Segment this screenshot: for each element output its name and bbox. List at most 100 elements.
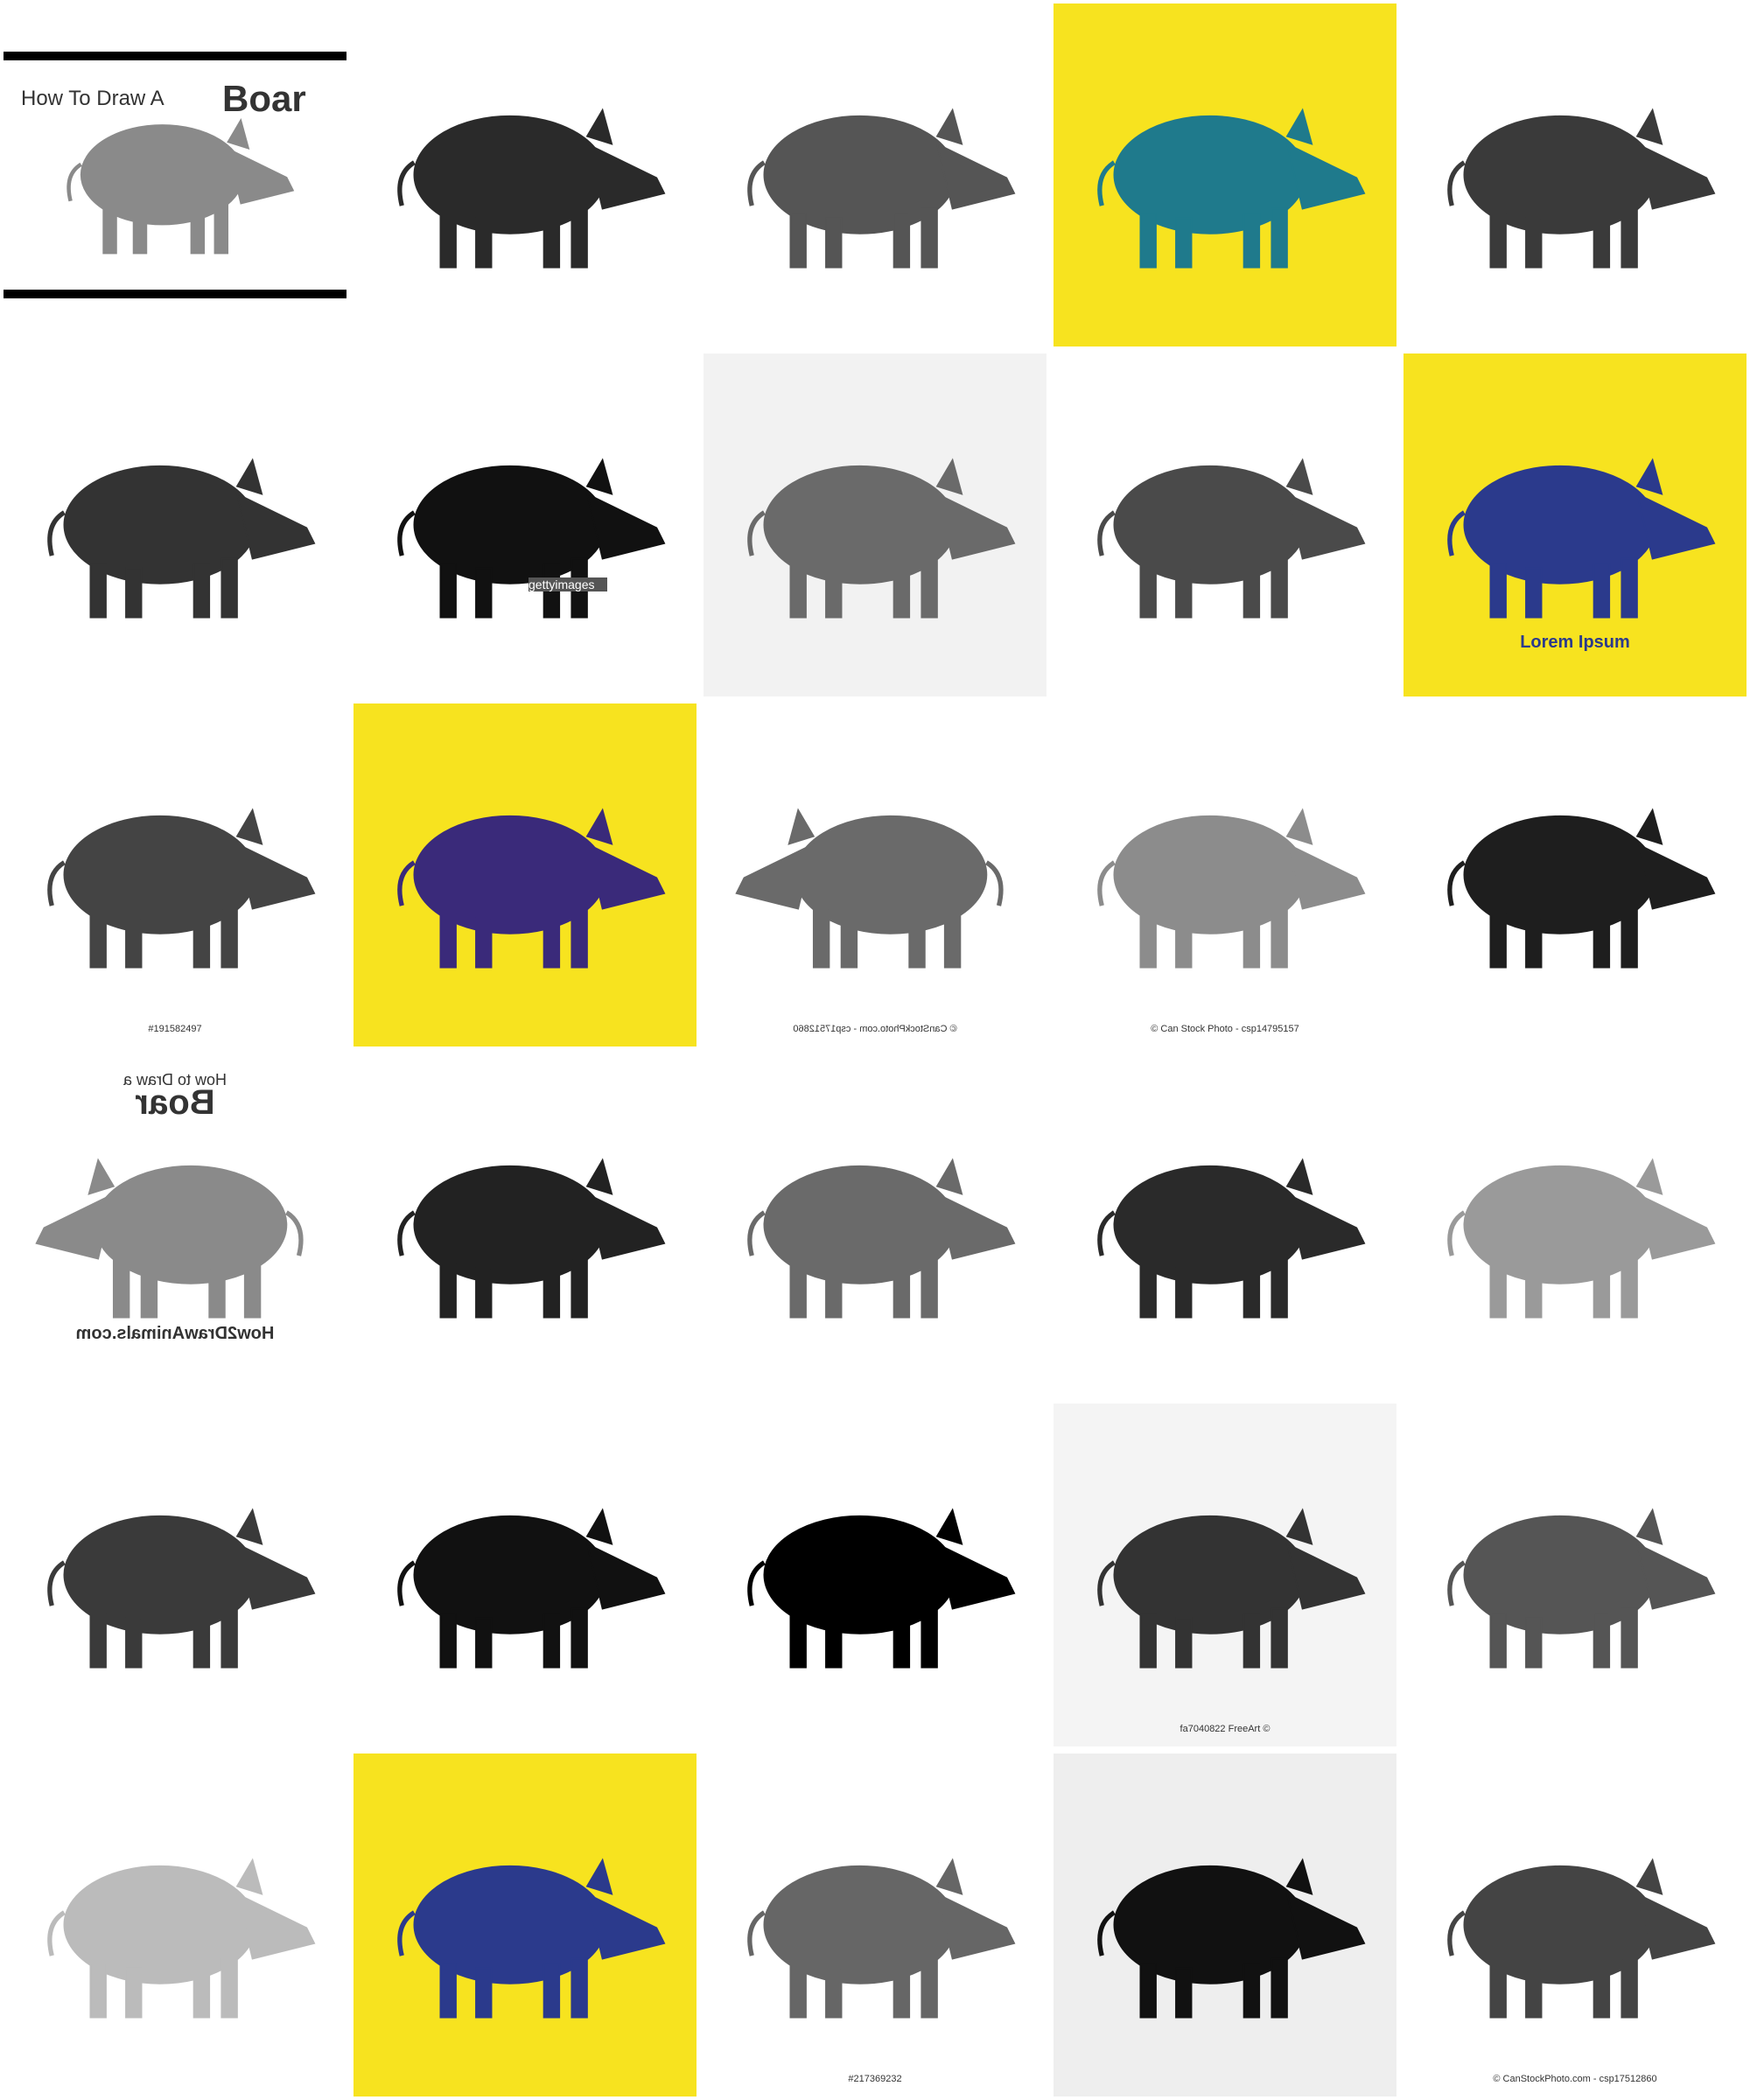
image-tile[interactable]: #191582497 [4, 704, 346, 1046]
boar-drawing [1421, 388, 1730, 662]
boar-drawing [1071, 1788, 1380, 2062]
image-tile[interactable] [4, 354, 346, 696]
image-tile[interactable] [4, 1754, 346, 2096]
boar-drawing [1421, 738, 1730, 1012]
image-tile[interactable] [354, 1054, 696, 1396]
caption: Boar [222, 78, 306, 119]
image-tile[interactable] [704, 1054, 1046, 1396]
boar-shape [399, 460, 663, 618]
boar-shape [399, 810, 663, 968]
boar-drawing [1071, 738, 1380, 1012]
boar-drawing [1071, 1438, 1380, 1712]
image-tile[interactable]: How to Draw a Boar How2DrawAnimals.com [4, 1054, 346, 1396]
boar-drawing [21, 1438, 330, 1712]
boar-shape [749, 1510, 1013, 1668]
image-tile[interactable]: fa7040822 FreeArt © [1054, 1404, 1396, 1746]
boar-shape [1099, 1160, 1363, 1318]
boar-drawing [1071, 1088, 1380, 1362]
boar-shape [399, 1510, 663, 1668]
boar-drawing [1421, 1438, 1730, 1712]
image-tile[interactable] [4, 1404, 346, 1746]
image-tile[interactable]: gettyimages [354, 354, 696, 696]
caption: How2DrawAnimals.com [75, 1324, 275, 1343]
caption: fa7040822 FreeArt © [1180, 1724, 1270, 1734]
boar-shape [1099, 110, 1363, 268]
image-tile[interactable]: Lorem Ipsum [1404, 354, 1746, 696]
boar-shape [68, 120, 293, 254]
image-tile[interactable] [354, 704, 696, 1046]
boar-drawing [371, 388, 680, 662]
boar-drawing [721, 1438, 1030, 1712]
boar-shape [49, 1510, 313, 1668]
caption: Lorem Ipsum [1520, 633, 1630, 652]
boar-shape [1099, 1510, 1363, 1668]
boar-drawing [1071, 388, 1380, 662]
boar-drawing [1421, 1088, 1730, 1362]
boar-shape [1449, 1510, 1713, 1668]
boar-shape [1099, 460, 1363, 618]
caption: Boar [135, 1083, 215, 1122]
boar-shape [399, 1160, 663, 1318]
boar-drawing [721, 38, 1030, 312]
boar-drawing [721, 1088, 1030, 1362]
image-tile[interactable] [1054, 4, 1396, 346]
boar-shape [1449, 1160, 1713, 1318]
boar-drawing [1071, 38, 1380, 312]
image-tile[interactable] [1054, 354, 1396, 696]
boar-drawing [21, 738, 330, 1012]
boar-drawing [1421, 38, 1730, 312]
image-tile[interactable] [1404, 4, 1746, 346]
boar-shape [1449, 110, 1713, 268]
boar-shape [49, 810, 313, 968]
caption: © Can Stock Photo - csp14795157 [1151, 1024, 1299, 1034]
boar-drawing [371, 738, 680, 1012]
image-tile[interactable] [704, 354, 1046, 696]
boar-shape [49, 460, 313, 618]
caption: How To Draw A [21, 87, 164, 110]
image-tile[interactable] [704, 4, 1046, 346]
image-tile[interactable] [1404, 704, 1746, 1046]
image-tile[interactable] [354, 1404, 696, 1746]
caption: © CanStockPhoto.com - csp17512860 [793, 1024, 957, 1034]
boar-drawing [721, 738, 1030, 1012]
image-tile[interactable] [1054, 1754, 1396, 2096]
boar-shape [749, 110, 1013, 268]
boar-drawing [721, 388, 1030, 662]
image-tile[interactable] [1054, 1054, 1396, 1396]
image-tile[interactable]: #217369232 [704, 1754, 1046, 2096]
boar-shape [1449, 1860, 1713, 2018]
boar-shape [399, 110, 663, 268]
image-tile[interactable] [1404, 1404, 1746, 1746]
boar-drawing [371, 1788, 680, 2062]
boar-drawing [721, 1788, 1030, 2062]
caption: © CanStockPhoto.com - csp17512860 [1493, 2074, 1657, 2084]
boar-shape [749, 1160, 1013, 1318]
caption: #191582497 [148, 1024, 202, 1034]
boar-shape [49, 1860, 313, 2018]
boar-shape [749, 460, 1013, 618]
boar-shape [1099, 1860, 1363, 2018]
image-tile[interactable] [704, 1404, 1046, 1746]
boar-shape [1099, 810, 1363, 968]
image-tile[interactable] [1404, 1054, 1746, 1396]
image-tile[interactable]: © CanStockPhoto.com - csp17512860 [1404, 1754, 1746, 2096]
image-tile[interactable]: How To Draw A Boar [4, 52, 346, 298]
boar-drawing [371, 38, 680, 312]
image-tile[interactable] [354, 4, 696, 346]
image-tile[interactable]: © CanStockPhoto.com - csp17512860 [704, 704, 1046, 1046]
boar-shape [1449, 460, 1713, 618]
boar-drawing [371, 1088, 680, 1362]
boar-shape [399, 1860, 663, 2018]
boar-drawing [21, 388, 330, 662]
caption: gettyimages [528, 578, 607, 592]
boar-shape [736, 810, 1000, 968]
image-tile[interactable]: © Can Stock Photo - csp14795157 [1054, 704, 1396, 1046]
image-tile[interactable] [354, 1754, 696, 2096]
boar-drawing [21, 1788, 330, 2062]
caption: #217369232 [848, 2074, 902, 2084]
boar-drawing [371, 1438, 680, 1712]
boar-drawing [1421, 1788, 1730, 2062]
boar-shape [749, 1860, 1013, 2018]
boar-shape [36, 1160, 300, 1318]
